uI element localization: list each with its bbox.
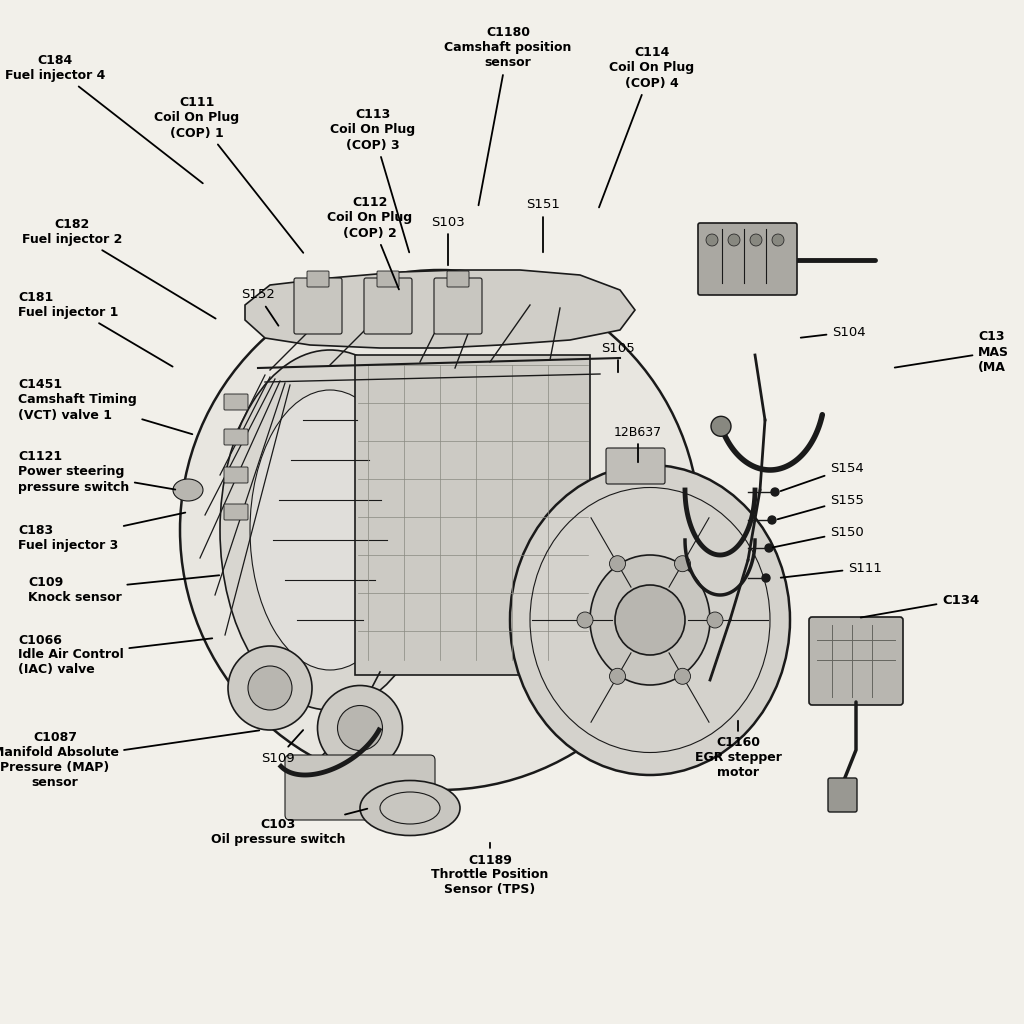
Circle shape: [750, 234, 762, 246]
Text: C184
Fuel injector 4: C184 Fuel injector 4: [5, 54, 203, 183]
Circle shape: [706, 234, 718, 246]
Text: C1087
Manifold Absolute
Pressure (MAP)
sensor: C1087 Manifold Absolute Pressure (MAP) s…: [0, 730, 259, 790]
Ellipse shape: [180, 270, 700, 790]
FancyBboxPatch shape: [698, 223, 797, 295]
Polygon shape: [245, 270, 635, 348]
Ellipse shape: [338, 706, 383, 751]
FancyBboxPatch shape: [224, 394, 248, 410]
Text: S103: S103: [431, 215, 465, 265]
Ellipse shape: [173, 479, 203, 501]
FancyBboxPatch shape: [606, 449, 665, 484]
Text: C13
MAS
(MA: C13 MAS (MA: [895, 331, 1009, 374]
FancyBboxPatch shape: [224, 504, 248, 520]
Ellipse shape: [510, 465, 790, 775]
Ellipse shape: [590, 555, 710, 685]
FancyBboxPatch shape: [307, 271, 329, 287]
Text: 12B637: 12B637: [614, 426, 663, 462]
Circle shape: [228, 646, 312, 730]
Circle shape: [609, 556, 626, 571]
Circle shape: [707, 612, 723, 628]
Ellipse shape: [360, 780, 460, 836]
Text: C109
Knock sensor: C109 Knock sensor: [28, 575, 219, 604]
Text: S151: S151: [526, 199, 560, 252]
FancyBboxPatch shape: [294, 278, 342, 334]
FancyBboxPatch shape: [447, 271, 469, 287]
Text: C1451
Camshaft Timing
(VCT) valve 1: C1451 Camshaft Timing (VCT) valve 1: [18, 379, 193, 434]
FancyBboxPatch shape: [224, 429, 248, 445]
Text: S154: S154: [780, 462, 864, 492]
Circle shape: [772, 234, 784, 246]
Circle shape: [615, 585, 685, 655]
FancyBboxPatch shape: [828, 778, 857, 812]
FancyBboxPatch shape: [224, 467, 248, 483]
Text: C111
Coil On Plug
(COP) 1: C111 Coil On Plug (COP) 1: [155, 96, 303, 253]
Circle shape: [675, 556, 690, 571]
Text: S155: S155: [777, 494, 864, 519]
Text: C1121
Power steering
pressure switch: C1121 Power steering pressure switch: [18, 451, 175, 494]
FancyBboxPatch shape: [355, 355, 590, 675]
Circle shape: [768, 516, 776, 524]
Text: C103
Oil pressure switch: C103 Oil pressure switch: [211, 809, 368, 846]
Circle shape: [771, 488, 779, 496]
Text: S150: S150: [773, 525, 864, 548]
Circle shape: [577, 612, 593, 628]
Text: S111: S111: [780, 561, 882, 578]
Circle shape: [248, 666, 292, 710]
Text: S105: S105: [601, 341, 635, 373]
FancyBboxPatch shape: [285, 755, 435, 820]
Text: C182
Fuel injector 2: C182 Fuel injector 2: [22, 218, 216, 318]
Text: C1160
EGR stepper
motor: C1160 EGR stepper motor: [694, 721, 781, 779]
Circle shape: [609, 669, 626, 684]
FancyBboxPatch shape: [364, 278, 412, 334]
Circle shape: [675, 669, 690, 684]
Text: C181
Fuel injector 1: C181 Fuel injector 1: [18, 291, 173, 367]
Circle shape: [711, 417, 731, 436]
Text: C183
Fuel injector 3: C183 Fuel injector 3: [18, 513, 185, 552]
Text: C114
Coil On Plug
(COP) 4: C114 Coil On Plug (COP) 4: [599, 46, 694, 208]
Text: C1180
Camshaft position
sensor: C1180 Camshaft position sensor: [444, 27, 571, 205]
Text: S104: S104: [801, 326, 865, 339]
Circle shape: [765, 544, 773, 552]
Text: C112
Coil On Plug
(COP) 2: C112 Coil On Plug (COP) 2: [328, 197, 413, 290]
Text: S152: S152: [241, 289, 279, 326]
Circle shape: [728, 234, 740, 246]
FancyBboxPatch shape: [809, 617, 903, 705]
FancyBboxPatch shape: [434, 278, 482, 334]
Text: S109: S109: [261, 730, 303, 765]
Text: C113
Coil On Plug
(COP) 3: C113 Coil On Plug (COP) 3: [331, 109, 416, 252]
Text: C134: C134: [861, 594, 979, 617]
FancyBboxPatch shape: [377, 271, 399, 287]
Text: C1066
Idle Air Control
(IAC) valve: C1066 Idle Air Control (IAC) valve: [18, 634, 212, 677]
Circle shape: [762, 574, 770, 582]
Ellipse shape: [317, 685, 402, 770]
Ellipse shape: [220, 350, 440, 710]
Ellipse shape: [250, 390, 410, 670]
Text: C1189
Throttle Position
Sensor (TPS): C1189 Throttle Position Sensor (TPS): [431, 843, 549, 896]
